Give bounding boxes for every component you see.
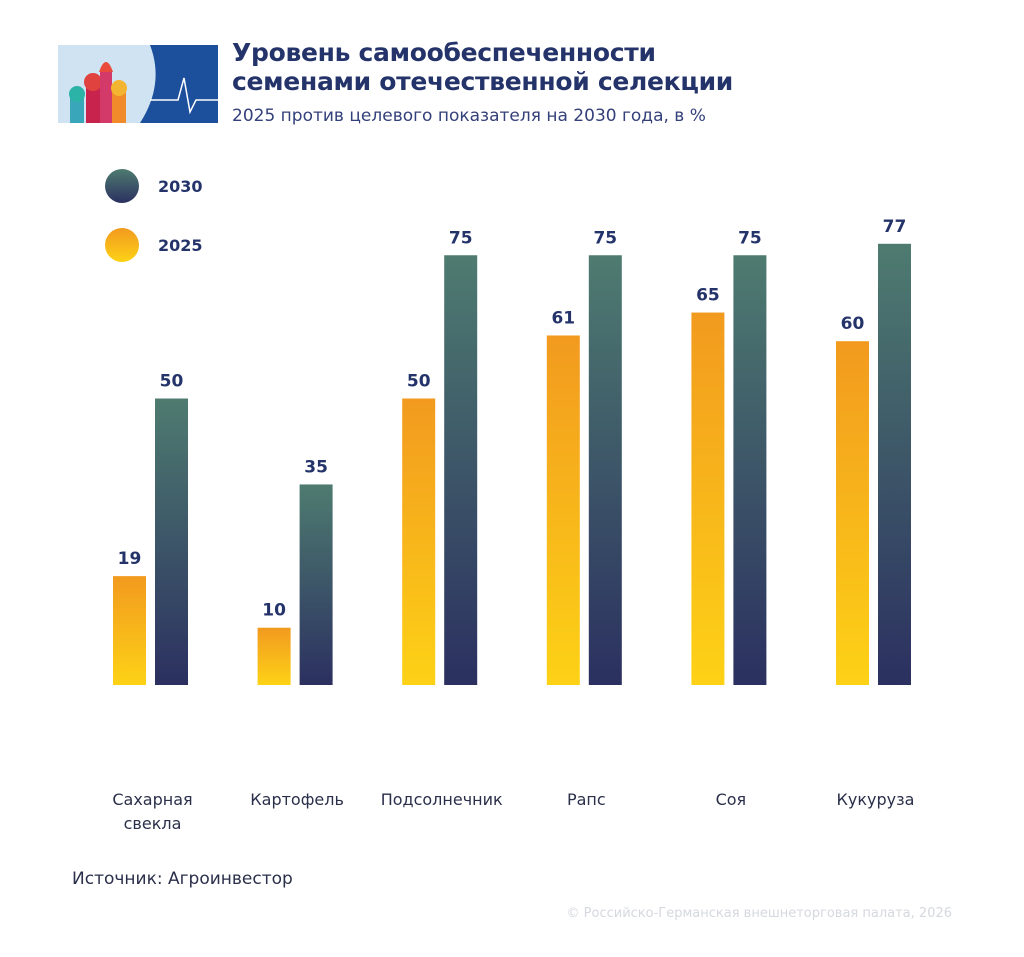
data-label: 77 — [883, 217, 907, 237]
legend-label: 2030 — [158, 177, 203, 196]
bar — [257, 627, 291, 685]
data-label: 35 — [304, 457, 328, 477]
data-label: 75 — [593, 228, 617, 248]
bar — [444, 255, 478, 685]
category-label: Картофель — [250, 790, 344, 809]
legend-label: 2025 — [158, 236, 203, 255]
copyright: © Российско-Германская внешнеторговая па… — [566, 906, 952, 921]
data-label: 50 — [407, 372, 431, 392]
logo — [58, 45, 218, 123]
bar — [588, 255, 622, 685]
bar — [113, 576, 146, 685]
category-label: Подсолнечник — [380, 790, 503, 809]
data-label: 50 — [160, 372, 184, 392]
data-label: 19 — [118, 549, 142, 569]
bar — [836, 341, 869, 685]
data-label: 75 — [738, 228, 762, 248]
chart-title: Уровень самообеспеченности семенами отеч… — [232, 38, 734, 96]
bar — [878, 243, 911, 686]
bar — [299, 484, 333, 685]
legend-swatch — [105, 169, 139, 203]
data-label: 65 — [696, 286, 720, 306]
category-label: Кукуруза — [836, 790, 915, 809]
bar — [691, 312, 725, 685]
category-label: Рапс — [566, 790, 606, 809]
data-label: 75 — [449, 228, 473, 248]
data-label: 60 — [841, 314, 865, 334]
bar — [155, 398, 188, 685]
legend-swatch — [105, 228, 139, 262]
category-label: Соя — [715, 790, 747, 809]
source: Источник: Агроинвестор — [72, 869, 293, 889]
data-label: 10 — [262, 601, 286, 621]
bar — [402, 398, 436, 685]
data-label: 61 — [551, 308, 575, 328]
bar — [733, 255, 767, 685]
category-label: Сахарная свекла — [112, 790, 193, 833]
bar — [546, 335, 580, 685]
chart-subtitle: 2025 против целевого показателя на 2030 … — [232, 106, 706, 126]
